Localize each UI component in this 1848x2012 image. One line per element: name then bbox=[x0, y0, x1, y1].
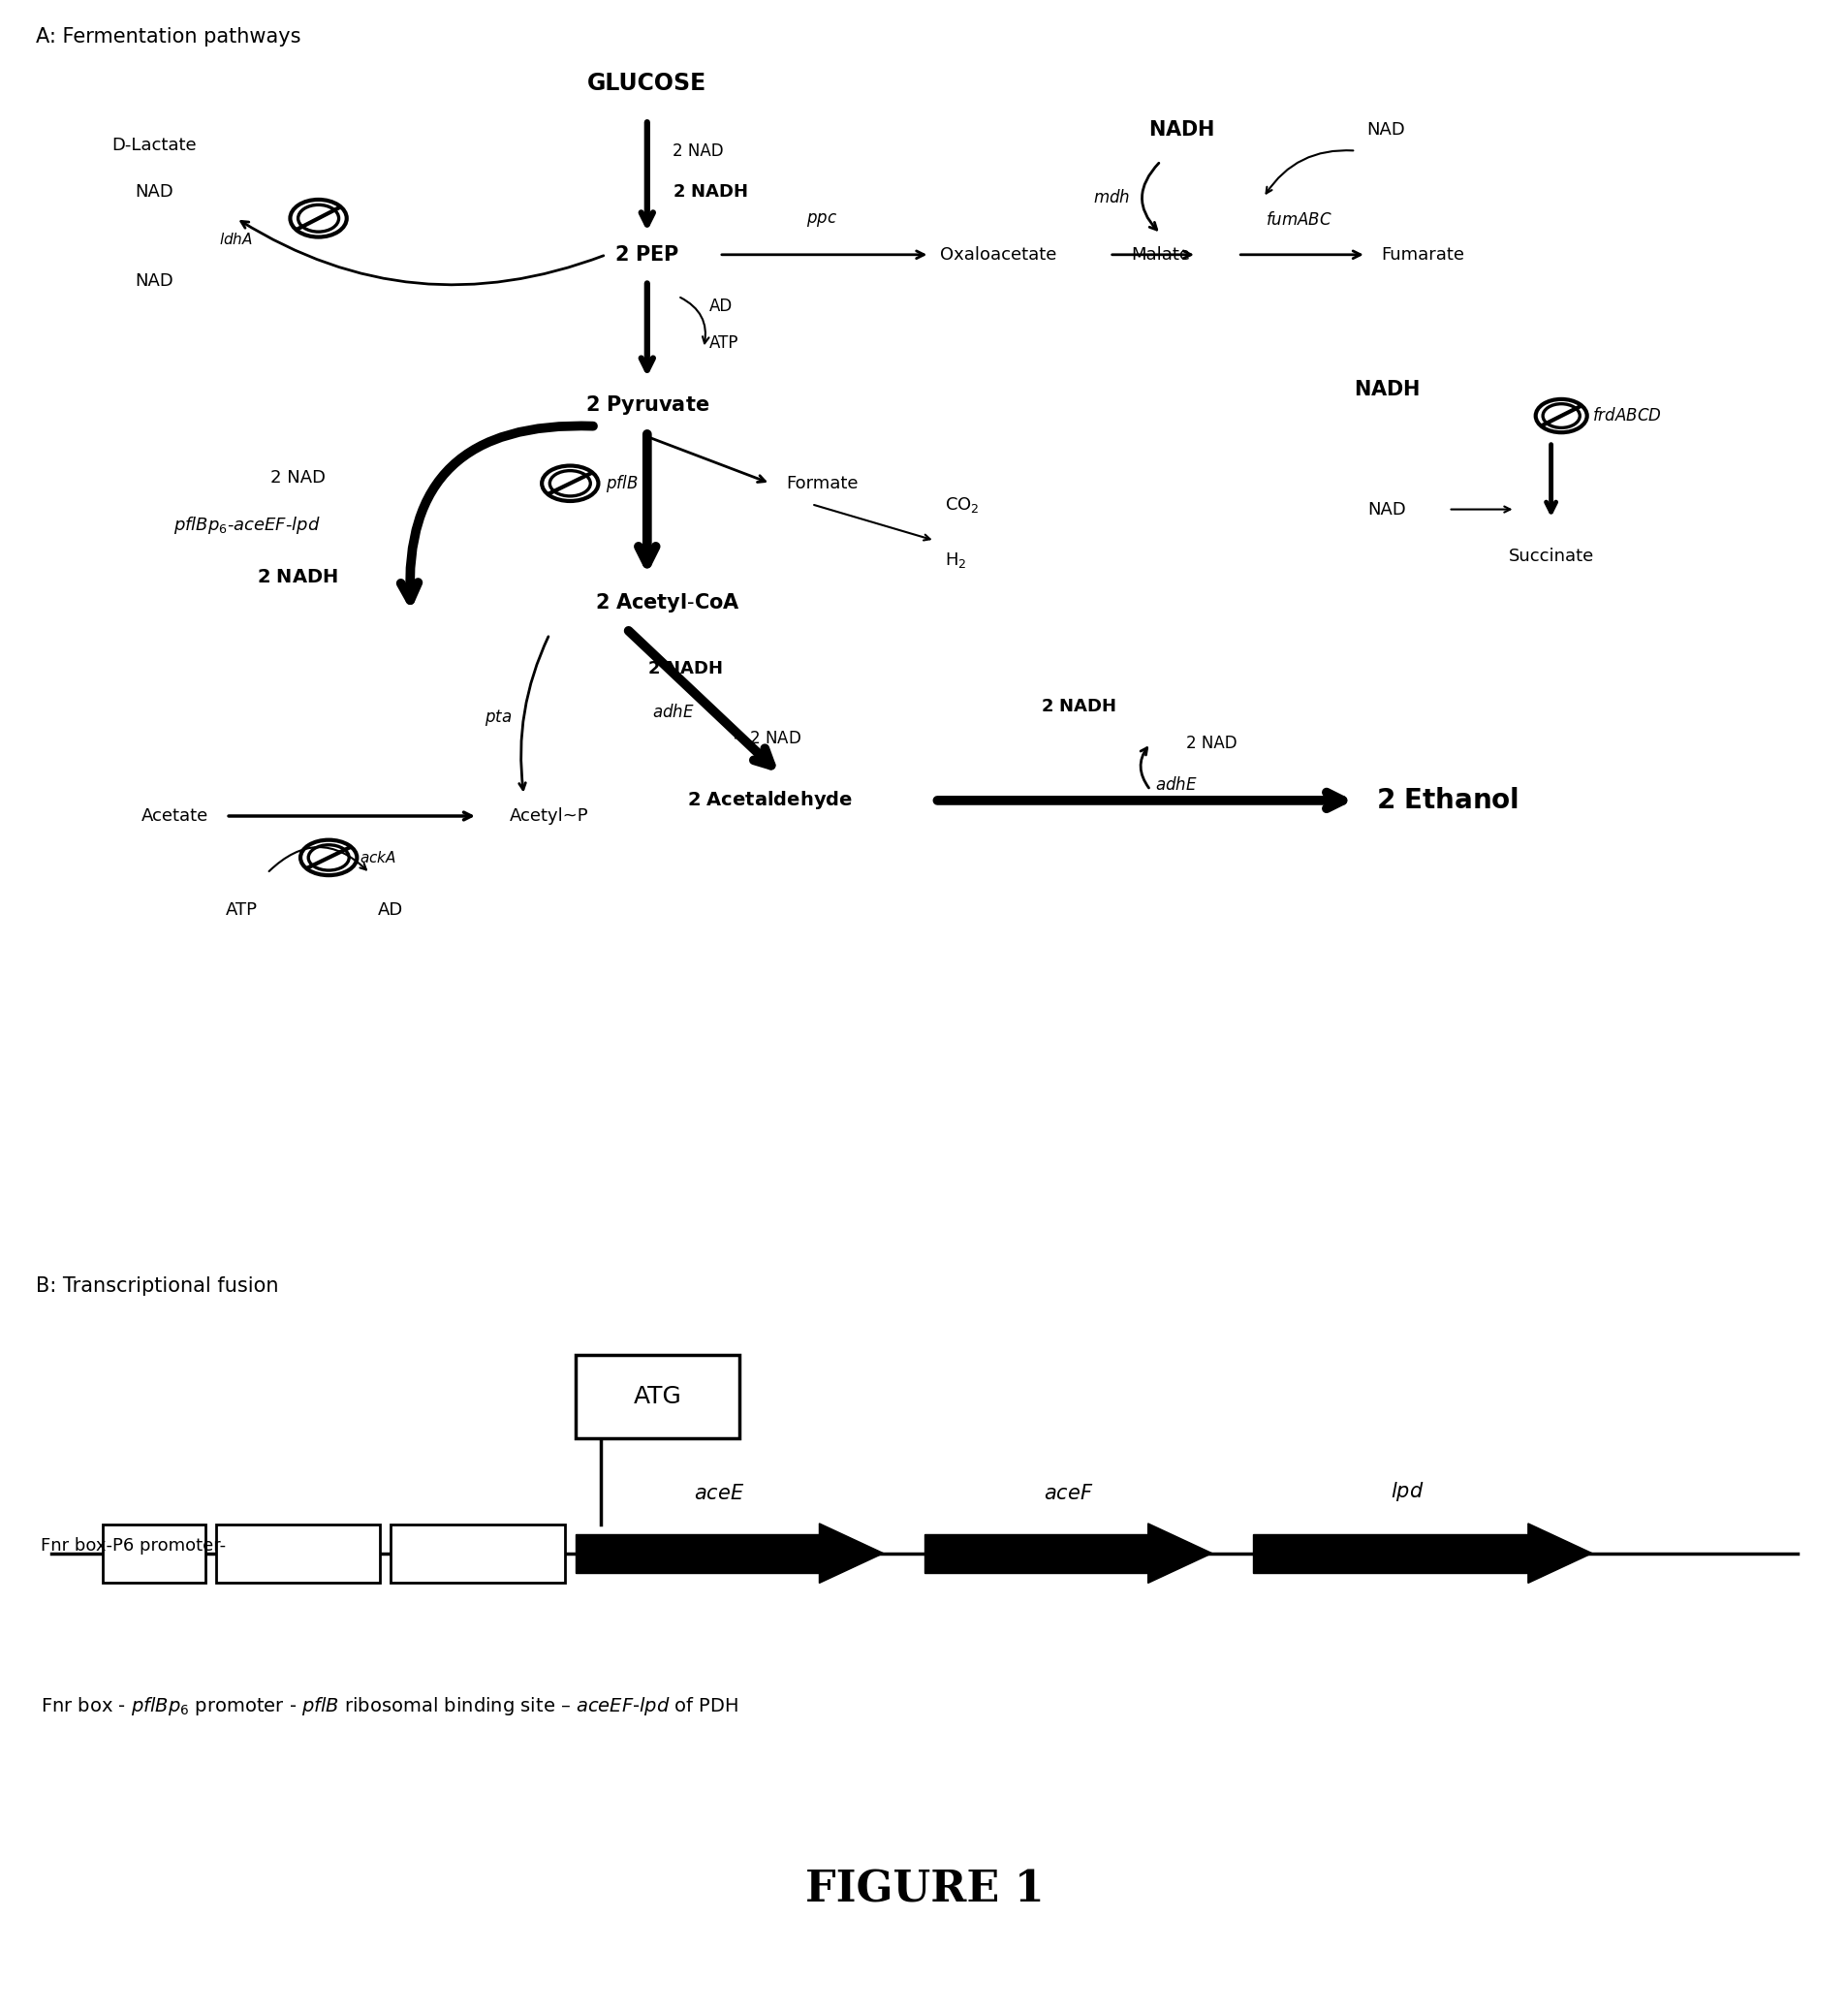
Text: $\mathbf{2\ NADH}$: $\mathbf{2\ NADH}$ bbox=[257, 567, 338, 585]
Text: $\mathit{pflB}$: $\mathit{pflB}$ bbox=[606, 473, 638, 495]
Text: $\mathbf{2\ Pyruvate}$: $\mathbf{2\ Pyruvate}$ bbox=[584, 394, 710, 416]
Text: $\mathbf{2\ Acetyl\text{-}CoA}$: $\mathbf{2\ Acetyl\text{-}CoA}$ bbox=[595, 592, 739, 614]
Text: NAD: NAD bbox=[135, 183, 174, 201]
Polygon shape bbox=[1526, 1523, 1591, 1583]
Bar bbox=[103, 1525, 205, 1581]
Bar bbox=[390, 1525, 565, 1581]
Text: ATP: ATP bbox=[708, 334, 737, 352]
Text: $\mathit{ldhA}$: $\mathit{ldhA}$ bbox=[220, 231, 253, 247]
Text: Fnr box-P6 promoter-: Fnr box-P6 promoter- bbox=[41, 1537, 225, 1555]
Text: ATG: ATG bbox=[634, 1384, 682, 1408]
Text: $\mathit{aceF}$: $\mathit{aceF}$ bbox=[1042, 1485, 1092, 1503]
Text: AD: AD bbox=[377, 901, 403, 917]
Text: FIGURE 1: FIGURE 1 bbox=[804, 1869, 1044, 1911]
Text: 2 NAD: 2 NAD bbox=[1186, 734, 1236, 752]
Text: Fnr box - $\mathit{pflBp_6}$ promoter - $\mathit{pflB}$ ribosomal binding site –: Fnr box - $\mathit{pflBp_6}$ promoter - … bbox=[41, 1694, 739, 1718]
Text: Succinate: Succinate bbox=[1508, 547, 1593, 565]
Text: $\mathit{fumABC}$: $\mathit{fumABC}$ bbox=[1266, 211, 1332, 229]
Bar bbox=[216, 1525, 381, 1581]
Text: ATP: ATP bbox=[225, 901, 257, 917]
Text: $\mathbf{NADH}$: $\mathbf{NADH}$ bbox=[1148, 121, 1214, 139]
Text: GLUCOSE: GLUCOSE bbox=[588, 72, 706, 95]
Text: $\mathbf{NADH}$: $\mathbf{NADH}$ bbox=[1353, 380, 1419, 400]
Text: $\rightarrow$2 NAD: $\rightarrow$2 NAD bbox=[728, 728, 800, 746]
Text: A: Fermentation pathways: A: Fermentation pathways bbox=[35, 26, 301, 46]
Bar bbox=[1253, 1533, 1526, 1573]
Text: Acetate: Acetate bbox=[140, 807, 209, 825]
Text: $\mathit{pta}$: $\mathit{pta}$ bbox=[484, 706, 512, 728]
Text: NAD: NAD bbox=[1368, 501, 1404, 519]
Text: CO$_2$: CO$_2$ bbox=[944, 495, 979, 515]
Text: 2 NAD: 2 NAD bbox=[270, 469, 325, 487]
Bar bbox=[575, 1533, 819, 1573]
Text: $\mathit{aceE}$: $\mathit{aceE}$ bbox=[693, 1485, 745, 1503]
Text: $\mathit{adhE}$: $\mathit{adhE}$ bbox=[1155, 777, 1198, 793]
Text: Fumarate: Fumarate bbox=[1380, 245, 1464, 264]
Text: Oxaloacetate: Oxaloacetate bbox=[939, 245, 1055, 264]
Text: $\mathbf{2\ NADH}$: $\mathbf{2\ NADH}$ bbox=[673, 183, 748, 201]
Text: NAD: NAD bbox=[135, 272, 174, 290]
Text: $\mathbf{2\ NADH}$: $\mathbf{2\ NADH}$ bbox=[1040, 698, 1116, 716]
Text: $\mathbf{2\ PEP}$: $\mathbf{2\ PEP}$ bbox=[614, 245, 680, 264]
Text: 2 NAD: 2 NAD bbox=[673, 143, 723, 159]
Text: $\mathit{adhE}$: $\mathit{adhE}$ bbox=[652, 704, 695, 720]
Text: B: Transcriptional fusion: B: Transcriptional fusion bbox=[35, 1276, 279, 1296]
Text: $\mathbf{\mathit{pflBp_6\text{-}aceEF\text{-}lpd}}$: $\mathbf{\mathit{pflBp_6\text{-}aceEF\te… bbox=[174, 515, 320, 535]
Text: H$_2$: H$_2$ bbox=[944, 551, 967, 569]
Polygon shape bbox=[819, 1523, 883, 1583]
Text: $\mathbf{2\ Ethanol}$: $\mathbf{2\ Ethanol}$ bbox=[1375, 787, 1519, 815]
Text: D-Lactate: D-Lactate bbox=[111, 137, 196, 155]
Text: NAD: NAD bbox=[1366, 121, 1404, 139]
Text: Formate: Formate bbox=[785, 475, 857, 493]
Text: $\mathit{lpd}$: $\mathit{lpd}$ bbox=[1390, 1481, 1423, 1503]
Text: $\mathit{frdABCD}$: $\mathit{frdABCD}$ bbox=[1591, 406, 1661, 425]
Text: $\mathbf{2\ NADH}$: $\mathbf{2\ NADH}$ bbox=[647, 660, 723, 678]
Text: AD: AD bbox=[708, 298, 732, 316]
Text: Malate: Malate bbox=[1131, 245, 1190, 264]
Text: $\mathbf{2\ Acetaldehyde}$: $\mathbf{2\ Acetaldehyde}$ bbox=[687, 789, 852, 811]
Polygon shape bbox=[1148, 1523, 1212, 1583]
Text: $\mathit{mdh}$: $\mathit{mdh}$ bbox=[1092, 189, 1129, 207]
FancyBboxPatch shape bbox=[575, 1354, 739, 1439]
Text: $\mathit{ppc}$: $\mathit{ppc}$ bbox=[806, 211, 837, 229]
Text: Acetyl~P: Acetyl~P bbox=[510, 807, 590, 825]
Bar bbox=[924, 1533, 1148, 1573]
Text: $\mathit{ackA}$: $\mathit{ackA}$ bbox=[359, 849, 395, 865]
